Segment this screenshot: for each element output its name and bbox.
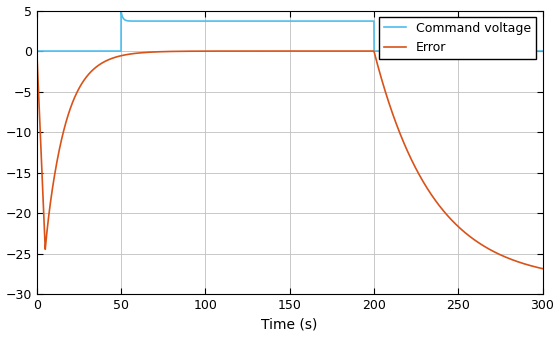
Line: Error: Error <box>37 51 543 269</box>
Command voltage <box>36 49 43 53</box>
Command voltage <box>133 19 139 23</box>
Error <box>512 259 519 263</box>
Command voltage <box>512 49 519 53</box>
Command voltage <box>118 10 124 14</box>
X-axis label: Time (s): Time (s) <box>262 317 318 332</box>
Error <box>133 51 139 55</box>
Line: Command voltage: Command voltage <box>37 12 543 51</box>
Command voltage <box>539 49 546 53</box>
Command voltage <box>34 49 40 53</box>
Legend: Command voltage, Error: Command voltage, Error <box>379 17 536 59</box>
Error <box>36 102 43 106</box>
Error <box>64 117 71 121</box>
Error <box>54 156 61 160</box>
Command voltage <box>281 19 287 23</box>
Command voltage <box>64 49 71 53</box>
Error <box>539 267 546 271</box>
Error <box>281 49 287 53</box>
Error <box>34 49 40 53</box>
Command voltage <box>54 49 61 53</box>
